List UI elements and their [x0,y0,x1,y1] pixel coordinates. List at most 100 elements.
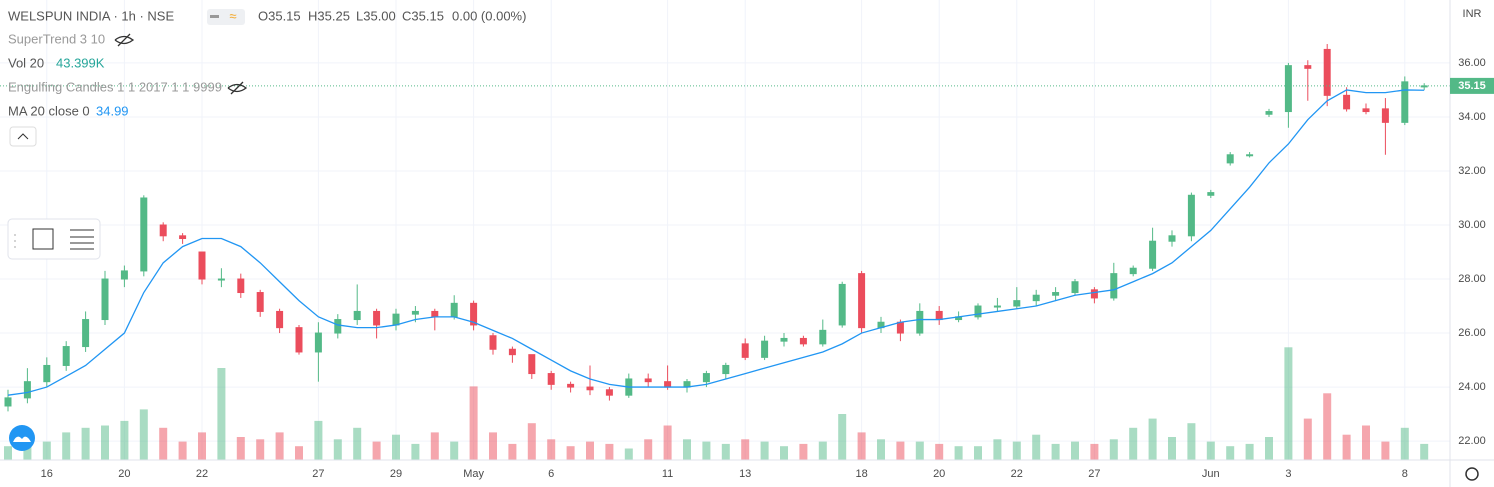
volume-bar [120,420,129,460]
candle-body [528,354,536,375]
candle-body [1032,294,1040,302]
candle-body [1090,289,1098,299]
volume-bar [333,439,342,460]
volume-bar [1187,423,1196,460]
indicator-value: 43.399K [56,55,105,70]
collapse-icon [17,133,29,140]
volume-bar [780,446,788,460]
volume-bar [42,441,51,460]
volume-bar [1012,441,1021,460]
volume-bar [993,439,1002,460]
badge-icon: ≈ [229,8,236,23]
candle-body [1226,154,1234,164]
volume-bar [430,432,439,460]
eye-off-icon[interactable] [114,33,135,47]
volume-bar [566,446,575,460]
x-tick-label: 11 [662,468,673,480]
candle-body [314,332,322,353]
x-tick-label: 6 [548,468,554,480]
indicator-name[interactable]: Vol 20 [8,55,44,70]
settings-icon[interactable] [1465,467,1479,481]
y-tick-label: 24.00 [1458,381,1486,393]
candle-body [1381,108,1389,123]
candle-body [1265,111,1273,115]
ohlc-close: C35.15 [402,8,444,23]
eye-off-icon[interactable] [227,81,248,95]
volume-bar [702,441,711,460]
lines-tool[interactable] [70,229,94,250]
candle-body [993,305,1001,308]
volume-bar [1245,443,1254,460]
volume-layer [4,347,1429,460]
logo-mark [13,436,31,442]
volume-bar [159,427,168,460]
y-tick-label: 32.00 [1458,165,1486,177]
candle-body [567,383,575,388]
volume-bar [974,446,982,460]
candle-body [1284,65,1292,113]
volume-bar [877,439,885,460]
x-tick-label: 20 [933,468,945,480]
volume-bar [392,434,400,460]
volume-bar [896,441,905,460]
candle-body [1420,85,1428,88]
candle-body [1168,235,1176,242]
x-tick-label: 18 [855,468,867,480]
volume-bar [314,420,323,460]
x-tick-label: 27 [312,468,324,480]
indicator-name[interactable]: Engulfing Candles 1 1 2017 1 1 9999 [8,79,222,94]
collapse-button[interactable] [9,126,37,147]
volume-bar [935,443,944,460]
logo[interactable] [9,425,35,451]
candle-body [120,270,128,280]
candle-body [23,381,31,399]
candle-body [664,381,672,388]
candle-body [373,310,381,326]
indicator-name[interactable]: MA 20 close 0 [8,103,90,118]
volume-bar [1420,443,1429,460]
candle-body [411,310,419,315]
volume-bar [1284,347,1293,460]
volume-bar [217,368,226,460]
volume-bar [838,414,847,460]
volume-bar [818,441,827,460]
badge-icon [210,15,219,18]
volume-bar [644,439,653,460]
currency: INR [1463,8,1482,20]
volume-bar [81,427,90,460]
candle-body [179,235,187,240]
candle-body [62,346,70,366]
volume-bar [1226,446,1235,460]
status-badge[interactable] [207,9,245,25]
candle-body [217,278,225,281]
candle-body [43,364,51,383]
y-tick-label: 22.00 [1458,435,1486,447]
hidden-icons [114,33,248,95]
candle-body [547,373,555,385]
candle-body [1013,300,1021,307]
volume-bar [1265,437,1273,460]
volume-bar [295,446,303,460]
volume-bar [741,439,750,460]
candle-body [935,310,943,321]
volume-bar [1090,443,1099,460]
rectangle-tool[interactable] [32,228,54,250]
ma-line [7,89,1425,396]
x-tick-label: 22 [196,468,208,480]
candle-body [508,348,516,356]
candle-body [295,327,303,353]
volume-bar [101,425,109,460]
candle-body [916,310,924,334]
volume-bar [1206,441,1215,460]
candle-body [470,302,478,326]
indicator-name[interactable]: SuperTrend 3 10 [8,31,105,46]
ohlc-change: 0.00 (0.00%) [452,8,526,23]
candle-body [431,310,439,318]
volume-bar [799,443,808,460]
drawing-toolbar [7,218,101,260]
candle-body [799,337,807,345]
volume-bar [1303,418,1312,460]
volume-bar [1381,441,1390,460]
candle-body [1187,194,1195,237]
